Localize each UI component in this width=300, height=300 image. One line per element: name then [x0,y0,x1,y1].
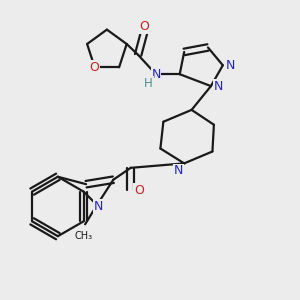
Text: H: H [144,76,153,90]
Text: O: O [134,184,144,196]
Text: O: O [90,61,100,74]
Text: N: N [151,68,160,81]
Text: N: N [214,80,223,93]
Text: CH₃: CH₃ [74,231,93,241]
Text: N: N [226,59,235,72]
Text: N: N [94,200,103,213]
Text: N: N [173,164,183,177]
Text: O: O [139,20,149,33]
